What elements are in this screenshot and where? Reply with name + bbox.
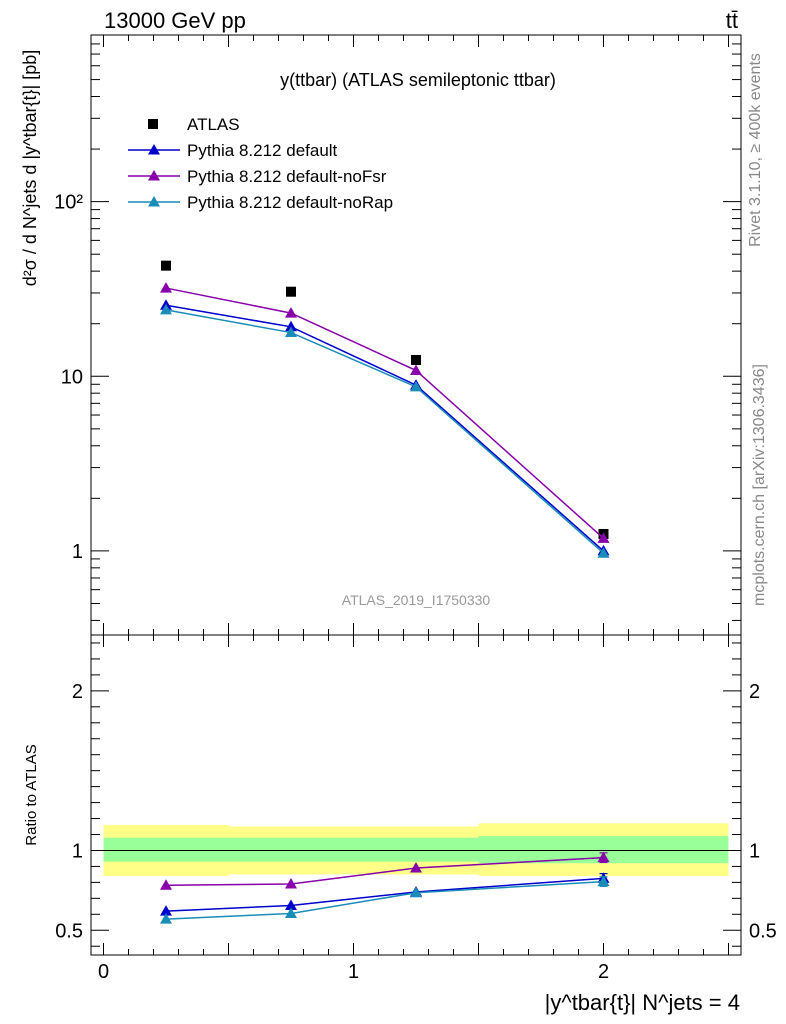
ratio-series-line bbox=[165, 880, 604, 920]
data-point bbox=[597, 532, 610, 543]
ratio-y-tick-label-left: 1 bbox=[72, 840, 83, 862]
data-point bbox=[410, 380, 422, 392]
legend-marker bbox=[148, 144, 160, 155]
legend-label: ATLAS bbox=[187, 115, 240, 134]
x-tick-label: 0 bbox=[98, 961, 109, 983]
ratio-data-point bbox=[160, 913, 172, 924]
source-label: mcplots.cern.ch [arXiv:1306.3436] bbox=[751, 364, 768, 606]
legend-label: Pythia 8.212 default-noRap bbox=[187, 193, 393, 212]
data-point bbox=[285, 320, 297, 332]
data-point bbox=[286, 286, 296, 297]
series-line bbox=[165, 304, 604, 552]
ratio-data-point bbox=[410, 886, 422, 898]
ratio-series-pythia-8-212-default-nofsr bbox=[160, 851, 610, 890]
ratio-y-tick-label-right: 0.5 bbox=[749, 920, 777, 942]
legend-item: Pythia 8.212 default bbox=[128, 141, 338, 160]
ratio-data-point bbox=[410, 862, 422, 873]
ratio-axis-ticks bbox=[91, 635, 741, 955]
ratio-series-pythia-8-212-default-norap bbox=[160, 875, 610, 924]
main-plot-panel: y(ttbar) (ATLAS semileptonic ttbar) ATLA… bbox=[20, 34, 742, 636]
ratio-y-tick-label-left: 0.5 bbox=[55, 920, 83, 942]
ratio-data-series bbox=[160, 851, 610, 924]
uncertainty-band bbox=[228, 837, 479, 862]
ratio-y-tick-label-left: 2 bbox=[72, 681, 83, 703]
process-label: tt̄ bbox=[726, 8, 738, 33]
y-tick-label: 10 bbox=[61, 366, 83, 388]
data-point bbox=[161, 260, 171, 271]
main-y-tick-labels: 1 10 10² bbox=[54, 192, 83, 563]
legend-item: Pythia 8.212 default-noFsr bbox=[128, 167, 387, 186]
data-point bbox=[160, 303, 172, 315]
data-point bbox=[411, 354, 421, 365]
ratio-plot-frame bbox=[90, 634, 742, 956]
ratio-data-point bbox=[160, 879, 172, 890]
x-tick-label: 2 bbox=[598, 961, 609, 983]
legend-marker bbox=[148, 196, 160, 207]
y-tick-label: 1 bbox=[72, 541, 83, 563]
legend: ATLAS Pythia 8.212 default Pythia 8.212 de… bbox=[128, 115, 393, 212]
ratio-series-pythia-8-212-default bbox=[160, 872, 610, 916]
data-point bbox=[285, 326, 297, 338]
uncertainty-band bbox=[103, 837, 229, 862]
legend-marker bbox=[148, 170, 160, 181]
legend-marker bbox=[148, 119, 158, 129]
series-pythia-8-212-default-nofsr bbox=[160, 282, 610, 543]
legend-label: Pythia 8.212 default-noFsr bbox=[187, 167, 387, 186]
analysis-watermark: ATLAS_2019_I1750330 bbox=[342, 592, 491, 608]
x-tick-labels: 0 1 2 bbox=[98, 961, 609, 983]
ratio-plot-panel: 0.5 0.5 1 1 2 2 0 1 2 Ratio to ATLAS |y^tbar{t}… bbox=[23, 634, 777, 1015]
x-axis-label: |y^tbar{t}| N^jets = 4 bbox=[545, 990, 740, 1015]
ratio-y-tick-labels: 0.5 0.5 1 1 2 2 bbox=[55, 681, 777, 942]
ratio-data-point bbox=[285, 907, 297, 919]
series-pythia-8-212-default-norap bbox=[160, 303, 610, 558]
ratio-data-point bbox=[285, 899, 297, 911]
data-point bbox=[285, 307, 297, 318]
x-tick-label: 1 bbox=[348, 961, 359, 983]
legend-item: Pythia 8.212 default-noRap bbox=[128, 193, 393, 212]
ratio-y-axis-label: Ratio to ATLAS bbox=[23, 744, 40, 845]
series-line bbox=[165, 309, 604, 554]
legend-item: ATLAS bbox=[148, 115, 240, 134]
rivet-version-label: Rivet 3.1.10, ≥ 400k events bbox=[747, 53, 764, 247]
chart-title: y(ttbar) (ATLAS semileptonic ttbar) bbox=[280, 70, 556, 90]
ratio-series-line bbox=[165, 877, 604, 912]
ratio-data-point bbox=[597, 851, 610, 863]
data-point bbox=[410, 364, 422, 375]
main-data-series bbox=[160, 260, 610, 558]
ratio-data-point bbox=[597, 875, 610, 887]
ratio-data-point bbox=[285, 877, 297, 889]
y-axis-label: d²σ / d N^jets d |y^tbar{t}| [pb] bbox=[20, 50, 40, 286]
series-pythia-8-212-default bbox=[160, 299, 610, 556]
data-point bbox=[597, 547, 610, 558]
ratio-series-line bbox=[165, 856, 604, 887]
data-point bbox=[160, 282, 172, 293]
y-tick-label: 10² bbox=[54, 192, 83, 214]
main-axis-ticks bbox=[91, 34, 741, 635]
ratio-y-tick-label-right: 1 bbox=[749, 840, 760, 862]
energy-label: 13000 GeV pp bbox=[104, 8, 246, 33]
legend-label: Pythia 8.212 default bbox=[187, 141, 338, 160]
ratio-y-tick-label-right: 2 bbox=[749, 681, 760, 703]
series-line bbox=[165, 287, 605, 539]
ratio-data-point bbox=[160, 905, 172, 916]
